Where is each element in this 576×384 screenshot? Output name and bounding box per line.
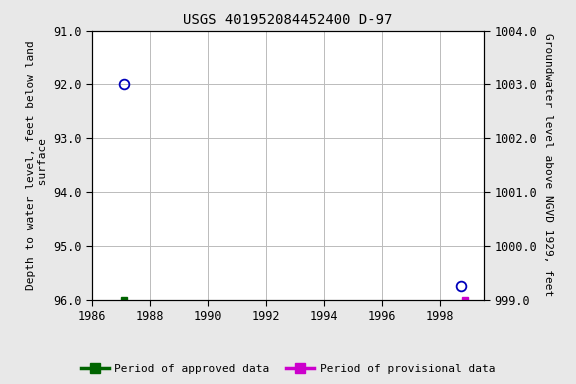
Title: USGS 401952084452400 D-97: USGS 401952084452400 D-97 <box>183 13 393 27</box>
Legend: Period of approved data, Period of provisional data: Period of approved data, Period of provi… <box>77 359 499 379</box>
Y-axis label: Groundwater level above NGVD 1929, feet: Groundwater level above NGVD 1929, feet <box>543 33 552 297</box>
Y-axis label: Depth to water level, feet below land
 surface: Depth to water level, feet below land su… <box>26 40 48 290</box>
